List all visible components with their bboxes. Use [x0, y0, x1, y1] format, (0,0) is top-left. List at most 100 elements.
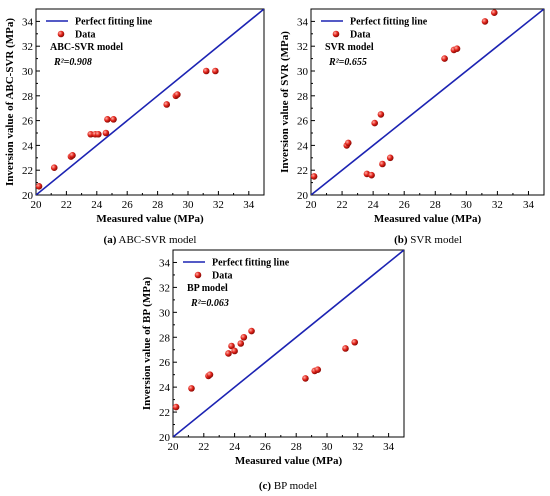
y-tick-label: 20	[159, 432, 171, 444]
x-tick-label: 28	[291, 441, 303, 453]
legend-line-label: Perfect fitting line	[212, 258, 290, 269]
data-point	[237, 340, 245, 347]
data-point	[104, 116, 111, 123]
x-tick-label: 22	[61, 199, 72, 211]
y-tick-label: 34	[22, 16, 34, 28]
r-squared-label: R²=0.063	[190, 298, 229, 309]
plot-frame	[172, 249, 405, 438]
data-point	[351, 338, 359, 346]
scatter-chart-1: 20 22 24 26 28 30 32 34 20 22 24 26 28 30 32 34 Perfect …	[4, 8, 265, 246]
legend-point-swatch	[57, 30, 65, 38]
caption-letter: (a)	[104, 234, 117, 246]
data-point	[35, 183, 43, 190]
x-tick-label: 22	[337, 199, 348, 211]
data-point	[386, 154, 394, 162]
data-point	[314, 366, 322, 373]
y-tick-label: 34	[297, 16, 309, 28]
x-tick-label: 28	[430, 199, 442, 211]
y-tick-label: 24	[22, 140, 34, 152]
legend-point-swatch	[332, 30, 340, 38]
plot-frame	[310, 8, 545, 196]
data-point	[102, 129, 110, 137]
perfect-fitting-line	[36, 9, 264, 195]
legend-point-label: Data	[350, 30, 371, 41]
x-tick-label: 26	[122, 199, 134, 211]
data-point	[69, 152, 76, 159]
data-point	[231, 347, 238, 355]
x-tick-label: 26	[399, 199, 411, 211]
x-tick-label: 32	[492, 199, 503, 211]
y-tick-label: 32	[22, 41, 33, 53]
y-tick-label: 26	[22, 116, 34, 128]
y-tick-label: 30	[297, 66, 309, 78]
y-axis-label: Inversion value of ABC-SVR (MPa)	[4, 18, 16, 186]
caption-text: BP model	[271, 480, 317, 492]
caption-text: ABC-SVR model	[116, 234, 196, 246]
x-axis-label: Measured value (MPa)	[374, 213, 482, 225]
figure-caption: (a) ABC-SVR model	[104, 234, 197, 246]
data-point	[481, 18, 489, 25]
x-tick-label: 20	[306, 199, 318, 211]
figure-caption: (b) SVR model	[394, 234, 462, 246]
data-point	[248, 327, 255, 335]
model-label: SVR model	[325, 42, 374, 53]
data-point	[163, 101, 171, 108]
data-point	[212, 67, 219, 75]
x-tick-label: 24	[229, 441, 241, 453]
x-tick-label: 30	[322, 441, 334, 453]
x-tick-label: 26	[260, 441, 272, 453]
y-tick-label: 28	[22, 91, 34, 103]
data-point	[110, 116, 117, 123]
perfect-fitting-line	[173, 250, 404, 437]
x-tick-label: 22	[198, 441, 209, 453]
data-point	[371, 119, 378, 127]
x-tick-label: 32	[352, 441, 363, 453]
x-axis-label: Measured value (MPa)	[96, 213, 204, 225]
data-point	[342, 345, 349, 352]
caption-letter: (b)	[394, 234, 408, 246]
data-point	[302, 375, 309, 382]
x-tick-label: 24	[91, 199, 103, 211]
y-tick-label: 22	[22, 165, 33, 177]
y-tick-label: 20	[297, 190, 309, 202]
data-point	[87, 130, 95, 138]
y-tick-label: 30	[22, 66, 34, 78]
y-axis-label: Inversion value of SVR (MPa)	[279, 31, 291, 173]
legend-point-label: Data	[75, 30, 96, 41]
y-axis-label: Inversion value of BP (MPa)	[141, 277, 153, 411]
y-tick-label: 24	[297, 140, 309, 152]
data-point	[310, 173, 318, 180]
y-tick-label: 22	[297, 165, 308, 177]
x-tick-label: 28	[152, 199, 164, 211]
x-tick-label: 20	[168, 441, 180, 453]
caption-text: SVR model	[408, 234, 462, 246]
y-tick-label: 30	[159, 307, 171, 319]
r-squared-label: R²=0.908	[53, 57, 92, 68]
data-point	[344, 139, 352, 147]
data-point	[490, 9, 498, 17]
data-point	[228, 342, 235, 350]
y-tick-label: 20	[22, 190, 34, 202]
x-tick-label: 32	[213, 199, 224, 211]
model-label: ABC-SVR model	[50, 42, 123, 53]
data-point	[225, 350, 232, 357]
x-tick-label: 24	[368, 199, 380, 211]
data-point	[172, 403, 180, 411]
data-point	[95, 130, 102, 138]
x-axis-label: Measured value (MPa)	[235, 455, 343, 467]
perfect-fitting-line	[311, 9, 544, 195]
data-point	[240, 333, 248, 341]
data-point	[453, 45, 461, 52]
figure-caption: (c) BP model	[259, 480, 317, 492]
x-tick-label: 34	[243, 199, 255, 211]
y-tick-label: 24	[159, 382, 171, 394]
r-squared-label: R²=0.655	[328, 57, 367, 68]
x-tick-label: 34	[383, 441, 395, 453]
legend-point-label: Data	[212, 271, 233, 282]
y-tick-label: 34	[159, 257, 171, 269]
data-point	[379, 160, 386, 168]
data-point	[377, 111, 385, 118]
y-tick-label: 32	[159, 282, 170, 294]
model-label: BP model	[187, 283, 228, 294]
